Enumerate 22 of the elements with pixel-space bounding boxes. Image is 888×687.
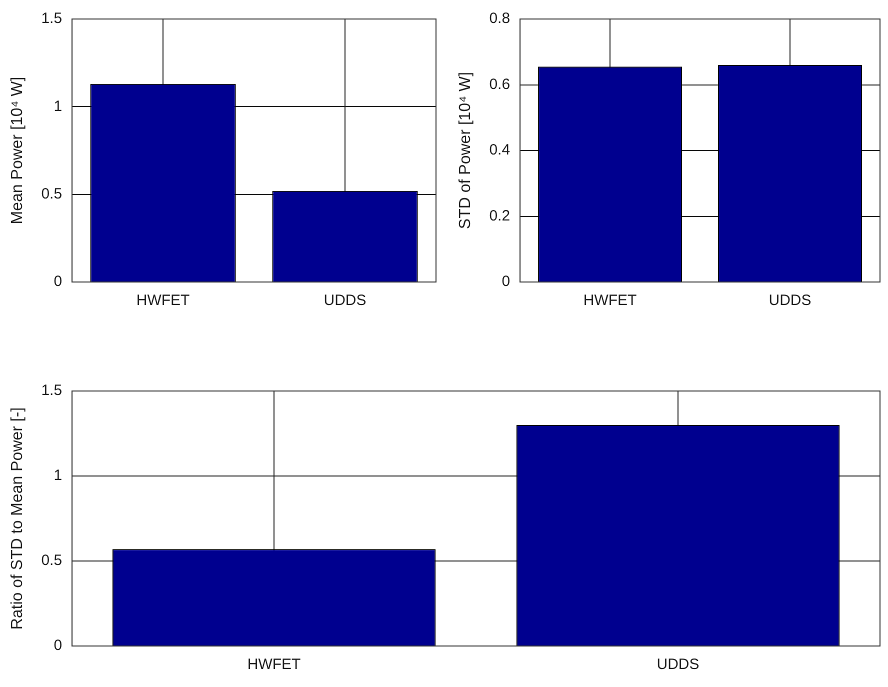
y-tick-label: 0 (502, 273, 510, 290)
y-tick-label: 0 (54, 637, 62, 654)
x-tick-label: UDDS (656, 656, 700, 674)
y-tick-label: 1 (54, 98, 62, 115)
y-axis-title: Mean Power [10⁴ W] (9, 76, 26, 224)
y-tick-label: 1 (54, 467, 62, 484)
y-tick-label: 0.2 (489, 207, 510, 224)
y-tick-label: 0 (54, 273, 62, 290)
y-tick-label: 0.8 (489, 10, 510, 28)
y-tick-label: 1.5 (41, 10, 62, 28)
y-tick-label: 0.5 (41, 552, 62, 570)
x-tick-label: HWFET (136, 292, 190, 310)
y-axis-title: Ratio of STD to Mean Power [-] (9, 407, 26, 630)
y-tick-label: 0.5 (41, 185, 62, 202)
x-tick-label: UDDS (324, 292, 366, 310)
y-tick-label: 0.4 (489, 142, 510, 159)
y-tick-label: 0.6 (489, 76, 510, 93)
x-tick-label: HWFET (247, 656, 301, 674)
x-tick-label: HWFET (583, 292, 637, 310)
x-tick-label: UDDS (768, 292, 812, 310)
y-axis-title: STD of Power [10⁴ W] (457, 72, 474, 230)
y-tick-label: 1.5 (41, 382, 62, 400)
